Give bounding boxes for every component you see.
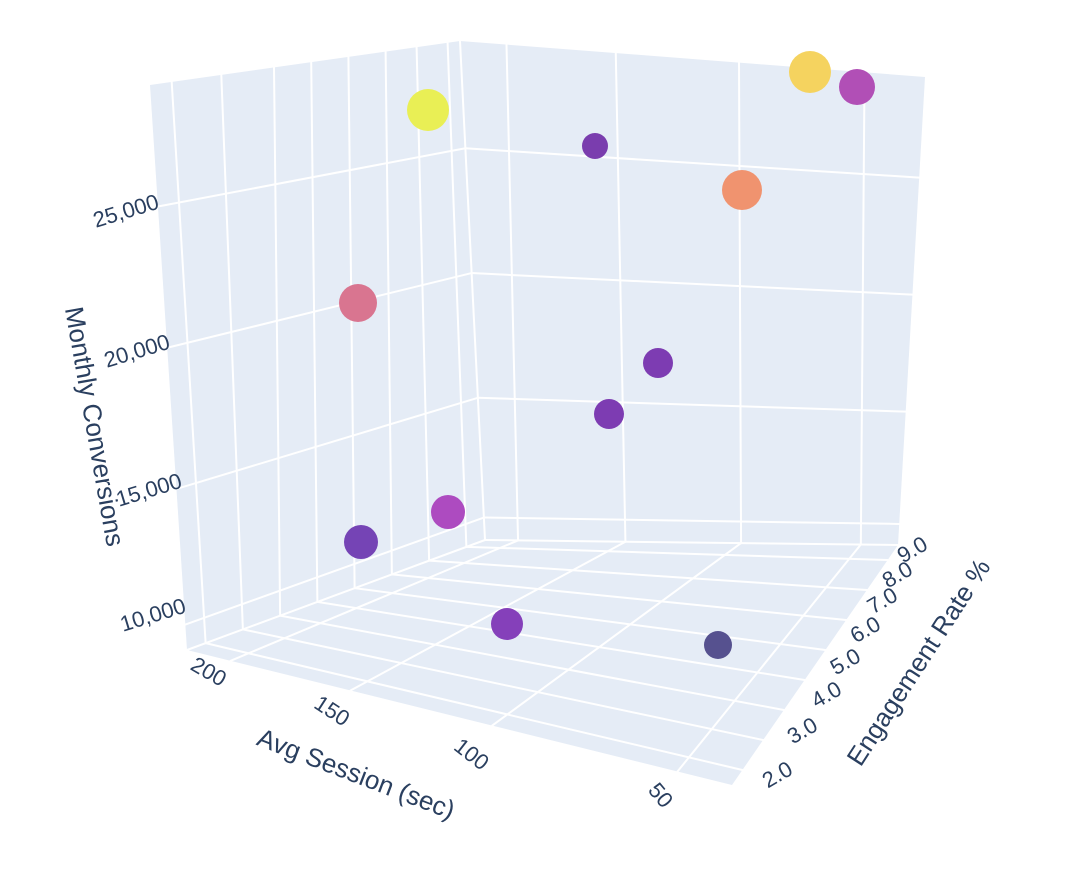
gridline [384, 50, 393, 576]
gridline [859, 71, 866, 546]
data-point-5[interactable]: Avg Session (sec): 70, Engagement Rate %… [722, 170, 762, 210]
gridline [220, 73, 244, 631]
gridline [229, 539, 520, 662]
data-point-1[interactable]: Avg Session (sec): 160, Engagement Rate … [407, 89, 449, 131]
gridline [738, 61, 743, 545]
x-tick-label: 150 [310, 690, 354, 731]
gridline [464, 147, 921, 179]
gridline [347, 55, 356, 590]
gridline [349, 540, 627, 692]
gridline [175, 396, 479, 490]
gridline [166, 272, 473, 349]
gridline [390, 573, 848, 621]
data-point-8[interactable]: Avg Session (sec): 120, Engagement Rate … [594, 399, 624, 429]
gridline [415, 46, 431, 562]
z-tick-label: 10,000 [117, 593, 189, 637]
x-tick-label: 100 [449, 733, 493, 775]
x-tick-label: 50 [643, 778, 678, 813]
gridline [184, 516, 485, 626]
gridline [446, 41, 468, 548]
data-point-9[interactable]: Avg Session (sec): 165, Engagement Rate … [431, 495, 465, 529]
gridline [465, 545, 889, 561]
data-point-12[interactable]: Avg Session (sec): 80, Engagement Rate %… [704, 631, 732, 659]
gridline [353, 587, 827, 651]
gridline [428, 559, 868, 591]
gridline [273, 66, 282, 617]
right-wall-pane [460, 41, 925, 545]
gridline [505, 43, 520, 542]
data-point-7[interactable]: Avg Session (sec): 100, Engagement Rate … [643, 348, 673, 378]
gridline [156, 147, 467, 208]
data-point-4[interactable]: Avg Session (sec): 120, Engagement Rate … [582, 133, 608, 159]
data-point-6[interactable]: Avg Session (sec): 185, Engagement Rate … [339, 284, 377, 322]
x-axis-title: Avg Session (sec) [253, 722, 459, 825]
y-tick-label: 5.0 [826, 643, 865, 680]
data-point-3[interactable]: Avg Session (sec): 55, Engagement Rate %… [839, 69, 875, 105]
gridline [476, 396, 907, 413]
y-tick-label: 4.0 [807, 676, 846, 713]
z-tick-label: 25,000 [90, 189, 162, 233]
gridline [279, 614, 785, 711]
gridline [614, 52, 627, 543]
y-tick-label: 3.0 [783, 712, 822, 749]
gridline [470, 272, 914, 296]
gridline [204, 642, 744, 771]
gridline [459, 40, 486, 541]
data-point-2[interactable]: Avg Session (sec): 95, Engagement Rate %… [789, 51, 831, 93]
z-tick-label: 20,000 [101, 329, 173, 373]
gridline [310, 61, 319, 603]
gridline [491, 542, 743, 727]
gridline [241, 628, 765, 741]
y-tick-label: 2.0 [758, 756, 797, 793]
data-point-10[interactable]: Avg Session (sec): 195, Engagement Rate … [344, 525, 378, 559]
gridline [186, 539, 486, 651]
gridline [482, 516, 901, 525]
z-axis-title: Monthly Conversions [59, 304, 131, 548]
floor-pane [187, 540, 898, 785]
gridline [170, 80, 207, 645]
gridline [676, 543, 862, 773]
gridline [484, 539, 899, 546]
left-wall-pane [150, 41, 485, 650]
gridline [316, 600, 806, 681]
data-point-11[interactable]: Avg Session (sec): 145, Engagement Rate … [491, 608, 523, 640]
